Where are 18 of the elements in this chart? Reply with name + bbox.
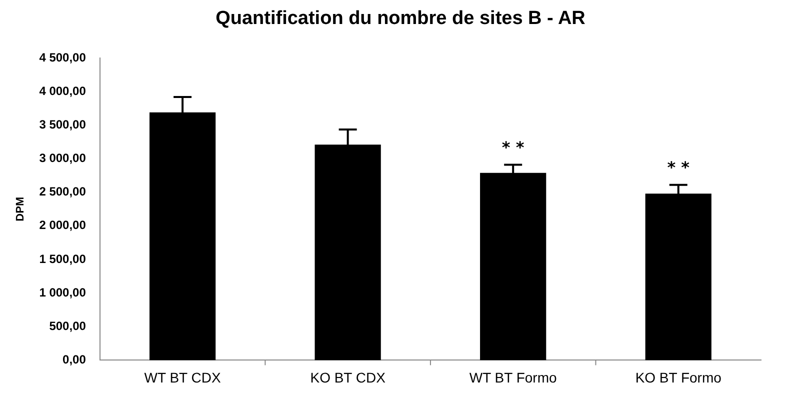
y-tick-label: 1 000,00: [39, 285, 86, 300]
x-tick-label: WT BT CDX: [144, 369, 222, 386]
y-tick-label: 2 500,00: [39, 184, 86, 199]
annotation: * *: [502, 138, 525, 157]
x-tick-label: KO BT Formo: [635, 369, 722, 386]
y-tick-label: 4 500,00: [39, 50, 86, 64]
x-tick-label: WT BT Formo: [469, 369, 557, 386]
y-tick-label: 3 000,00: [39, 151, 86, 166]
y-tick-label: 2 000,00: [39, 218, 86, 232]
annotation: * *: [667, 158, 690, 178]
y-tick-label: 500,00: [49, 318, 86, 333]
y-tick-label: 4 000,00: [39, 84, 86, 98]
chart-title: Quantification du nombre de sites B - AR: [214, 8, 586, 30]
y-axis-title: DPM: [14, 196, 27, 222]
y-tick-label: 0,00: [62, 352, 86, 367]
y-tick-label: 1 500,00: [39, 252, 86, 266]
x-tick-label: KO BT CDX: [310, 369, 386, 386]
y-tick-label: 3 500,00: [39, 117, 86, 132]
